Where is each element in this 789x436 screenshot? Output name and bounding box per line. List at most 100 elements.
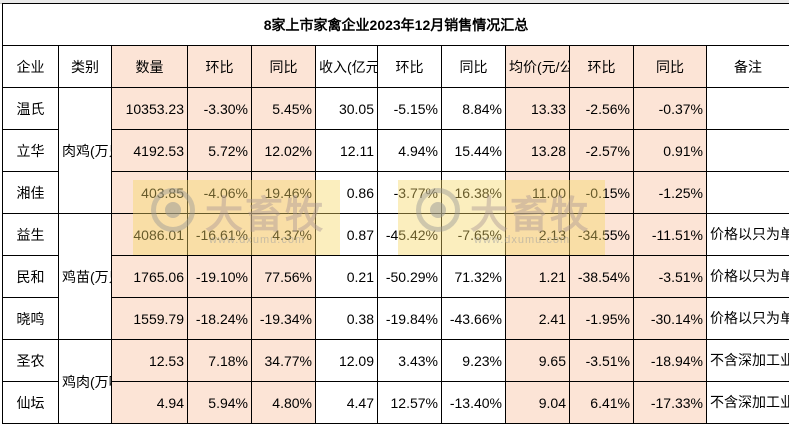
rev-mom-cell[interactable]: -5.15% <box>377 87 442 130</box>
qty-mom-cell[interactable]: 7.18% <box>187 339 252 382</box>
remark-cell[interactable] <box>705 171 789 214</box>
price-yoy-cell[interactable]: -18.94% <box>633 339 707 382</box>
header-price-mom[interactable]: 环比 <box>569 45 634 88</box>
remark-cell[interactable]: 不含深加工业,抵消前 <box>705 339 789 382</box>
remark-cell[interactable]: 价格以只为单位 <box>705 255 789 298</box>
price-yoy-cell[interactable]: -30.14% <box>633 297 707 340</box>
quantity-cell[interactable]: 4192.53 <box>111 129 188 172</box>
company-cell[interactable]: 晓鸣 <box>2 297 59 340</box>
qty-mom-cell[interactable]: 5.72% <box>187 129 252 172</box>
category-cell-chick[interactable]: 鸡苗(万只) <box>58 213 112 340</box>
price-mom-cell[interactable]: -34.55% <box>569 213 634 256</box>
quantity-cell[interactable]: 403.85 <box>111 171 188 214</box>
price-yoy-cell[interactable]: -11.51% <box>633 213 707 256</box>
quantity-cell[interactable]: 10353.23 <box>111 87 188 130</box>
header-revenue[interactable]: 收入(亿元) <box>315 45 378 88</box>
rev-yoy-cell[interactable]: 9.23% <box>441 339 506 382</box>
rev-yoy-cell[interactable]: 15.44% <box>441 129 506 172</box>
price-yoy-cell[interactable]: -17.33% <box>633 381 707 424</box>
header-company[interactable]: 企业 <box>2 45 59 88</box>
revenue-cell[interactable]: 0.21 <box>315 255 378 298</box>
price-mom-cell[interactable]: -2.56% <box>569 87 634 130</box>
qty-yoy-cell[interactable]: -19.34% <box>251 297 316 340</box>
header-remark[interactable]: 备注 <box>705 45 789 88</box>
price-mom-cell[interactable]: -0.15% <box>569 171 634 214</box>
company-cell[interactable]: 圣农 <box>2 339 59 382</box>
revenue-cell[interactable]: 12.09 <box>315 339 378 382</box>
remark-cell[interactable]: 价格以只为单位 <box>705 297 789 340</box>
avg-price-cell[interactable]: 1.21 <box>505 255 570 298</box>
qty-mom-cell[interactable]: -18.24% <box>187 297 252 340</box>
qty-mom-cell[interactable]: -3.30% <box>187 87 252 130</box>
qty-yoy-cell[interactable]: 5.45% <box>251 87 316 130</box>
company-cell[interactable]: 仙坛 <box>2 381 59 424</box>
quantity-cell[interactable]: 1765.06 <box>111 255 188 298</box>
qty-mom-cell[interactable]: 5.94% <box>187 381 252 424</box>
avg-price-cell[interactable]: 13.33 <box>505 87 570 130</box>
remark-cell[interactable] <box>705 129 789 172</box>
header-quantity[interactable]: 数量 <box>111 45 188 88</box>
qty-mom-cell[interactable]: -19.10% <box>187 255 252 298</box>
price-yoy-cell[interactable]: -3.51% <box>633 255 707 298</box>
quantity-cell[interactable]: 1559.79 <box>111 297 188 340</box>
remark-cell[interactable]: 不含深加工业,抵消后 <box>705 381 789 424</box>
qty-yoy-cell[interactable]: 34.77% <box>251 339 316 382</box>
company-cell[interactable]: 民和 <box>2 255 59 298</box>
rev-yoy-cell[interactable]: -13.40% <box>441 381 506 424</box>
avg-price-cell[interactable]: 11.00 <box>505 171 570 214</box>
rev-mom-cell[interactable]: -50.29% <box>377 255 442 298</box>
header-price-yoy[interactable]: 同比 <box>633 45 707 88</box>
qty-mom-cell[interactable]: -16.61% <box>187 213 252 256</box>
rev-mom-cell[interactable]: 4.94% <box>377 129 442 172</box>
price-mom-cell[interactable]: 6.41% <box>569 381 634 424</box>
header-qty-mom[interactable]: 环比 <box>187 45 252 88</box>
quantity-cell[interactable]: 4086.01 <box>111 213 188 256</box>
rev-mom-cell[interactable]: 3.43% <box>377 339 442 382</box>
table-title[interactable]: 8家上市家禽企业2023年12月销售情况汇总 <box>1 3 789 46</box>
price-mom-cell[interactable]: -1.95% <box>569 297 634 340</box>
price-yoy-cell[interactable]: -0.37% <box>633 87 707 130</box>
rev-mom-cell[interactable]: -19.84% <box>377 297 442 340</box>
revenue-cell[interactable]: 0.38 <box>315 297 378 340</box>
rev-yoy-cell[interactable]: 16.38% <box>441 171 506 214</box>
remark-cell[interactable]: 价格以只为单位 <box>705 213 789 256</box>
header-avg-price[interactable]: 均价(元/公斤、只) <box>505 45 570 88</box>
qty-yoy-cell[interactable]: 12.02% <box>251 129 316 172</box>
rev-mom-cell[interactable]: -45.42% <box>377 213 442 256</box>
avg-price-cell[interactable]: 2.13 <box>505 213 570 256</box>
category-cell-chicken-meat[interactable]: 鸡肉(万吨) <box>58 339 112 424</box>
revenue-cell[interactable]: 4.47 <box>315 381 378 424</box>
price-yoy-cell[interactable]: 0.91% <box>633 129 707 172</box>
rev-yoy-cell[interactable]: 8.84% <box>441 87 506 130</box>
header-qty-yoy[interactable]: 同比 <box>251 45 316 88</box>
header-rev-yoy[interactable]: 同比 <box>441 45 506 88</box>
revenue-cell[interactable]: 30.05 <box>315 87 378 130</box>
remark-cell[interactable] <box>705 87 789 130</box>
avg-price-cell[interactable]: 13.28 <box>505 129 570 172</box>
rev-mom-cell[interactable]: 12.57% <box>377 381 442 424</box>
header-rev-mom[interactable]: 环比 <box>377 45 442 88</box>
price-mom-cell[interactable]: -2.57% <box>569 129 634 172</box>
price-mom-cell[interactable]: -38.54% <box>569 255 634 298</box>
revenue-cell[interactable]: 0.87 <box>315 213 378 256</box>
price-yoy-cell[interactable]: -1.25% <box>633 171 707 214</box>
qty-mom-cell[interactable]: -4.06% <box>187 171 252 214</box>
quantity-cell[interactable]: 12.53 <box>111 339 188 382</box>
header-category[interactable]: 类别 <box>58 45 112 88</box>
qty-yoy-cell[interactable]: 77.56% <box>251 255 316 298</box>
avg-price-cell[interactable]: 2.41 <box>505 297 570 340</box>
qty-yoy-cell[interactable]: 4.37% <box>251 213 316 256</box>
qty-yoy-cell[interactable]: 4.80% <box>251 381 316 424</box>
category-cell-broiler[interactable]: 肉鸡(万只) <box>58 87 112 214</box>
rev-yoy-cell[interactable]: 71.32% <box>441 255 506 298</box>
company-cell[interactable]: 立华 <box>2 129 59 172</box>
rev-yoy-cell[interactable]: -43.66% <box>441 297 506 340</box>
price-mom-cell[interactable]: -3.51% <box>569 339 634 382</box>
rev-mom-cell[interactable]: -3.77% <box>377 171 442 214</box>
rev-yoy-cell[interactable]: -7.65% <box>441 213 506 256</box>
revenue-cell[interactable]: 0.86 <box>315 171 378 214</box>
company-cell[interactable]: 益生 <box>2 213 59 256</box>
revenue-cell[interactable]: 12.11 <box>315 129 378 172</box>
avg-price-cell[interactable]: 9.04 <box>505 381 570 424</box>
company-cell[interactable]: 湘佳 <box>2 171 59 214</box>
